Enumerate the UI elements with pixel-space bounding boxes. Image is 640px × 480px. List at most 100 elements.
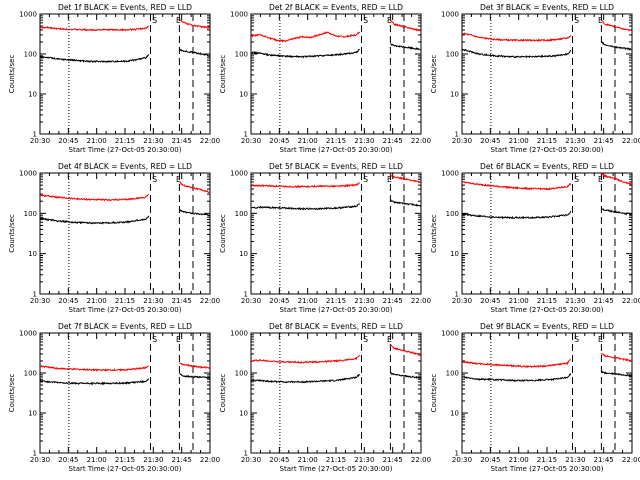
x-tick-label: 20:45 <box>480 456 500 464</box>
event-rate-line <box>390 199 422 208</box>
plot-frame <box>461 172 633 295</box>
panel-title: Det 9f BLACK = Events, RED = LLD <box>480 322 614 331</box>
x-tick-label: 22:00 <box>622 456 640 464</box>
y-tick-label: 1000 <box>19 170 37 178</box>
x-tick-label: 21:30 <box>143 137 163 145</box>
event-rate-line <box>601 370 633 378</box>
y-tick-label: 1 <box>455 291 459 299</box>
x-tick-label: 22:00 <box>622 297 640 305</box>
panel-title: Det 4f BLACK = Events, RED = LLD <box>58 162 192 171</box>
y-tick-label: 100 <box>24 210 37 218</box>
lld-rate-line <box>461 358 571 369</box>
y-axis-label: Counts/sec <box>430 214 438 253</box>
marker-label-s: S <box>152 335 157 344</box>
x-tick-label: 21:00 <box>298 137 318 145</box>
marker-label-e: E <box>598 16 603 25</box>
plot-frame <box>39 172 211 295</box>
lld-rate-line <box>179 181 211 194</box>
y-tick-label: 1 <box>33 450 37 458</box>
y-tick-label: 10 <box>450 410 459 418</box>
y-tick-label: 1000 <box>230 11 248 19</box>
y-axis-label: Counts/sec <box>8 374 16 413</box>
plot-frame <box>250 13 422 135</box>
x-tick-label: 20:30 <box>241 456 261 464</box>
detector-panel-9: Det 9f BLACK = Events, RED = LLD 1 10 100 10… <box>430 322 640 473</box>
marker-label-e: E <box>176 16 181 25</box>
x-tick-label: 21:45 <box>172 297 192 305</box>
x-tick-label: 21:45 <box>172 456 192 464</box>
lld-rate-line <box>600 19 633 32</box>
x-tick-label: 21:15 <box>115 456 135 464</box>
y-tick-label: 1 <box>244 450 248 458</box>
y-tick-label: 100 <box>446 51 459 59</box>
y-tick-label: 10 <box>450 91 459 99</box>
event-rate-line <box>179 372 211 379</box>
detector-panel-3: Det 3f BLACK = Events, RED = LLD 1 10 100 10… <box>430 3 640 154</box>
x-tick-label: 21:00 <box>509 297 529 305</box>
y-tick-label: 1 <box>244 131 248 139</box>
marker-label-s: S <box>363 16 368 25</box>
x-tick-label: 21:00 <box>298 456 318 464</box>
lld-rate-line <box>250 182 361 189</box>
y-tick-label: 10 <box>239 250 248 258</box>
x-tick-label: 20:45 <box>269 137 289 145</box>
y-tick-label: 1 <box>33 131 37 139</box>
x-tick-label: 22:00 <box>200 137 220 145</box>
lld-rate-line <box>179 362 211 370</box>
event-rate-line <box>179 208 211 217</box>
x-tick-label: 21:45 <box>594 297 614 305</box>
x-tick-label: 20:45 <box>269 456 289 464</box>
x-tick-label: 21:15 <box>115 297 135 305</box>
x-tick-label: 21:00 <box>87 137 107 145</box>
y-tick-label: 100 <box>24 370 37 378</box>
event-rate-line <box>39 378 149 386</box>
marker-label-s: S <box>152 16 157 25</box>
event-rate-line <box>461 210 572 220</box>
panel-title: Det 1f BLACK = Events, RED = LLD <box>58 3 192 12</box>
x-tick-label: 21:15 <box>115 137 135 145</box>
y-tick-label: 1000 <box>19 11 37 19</box>
plot-frame <box>250 172 422 295</box>
x-tick-label: 21:15 <box>326 297 346 305</box>
x-axis-label: Start Time (27-Oct-05 20:30:00) <box>280 306 393 314</box>
y-axis-label: Counts/sec <box>219 214 227 253</box>
y-tick-label: 1000 <box>441 11 459 19</box>
detector-panel-7: Det 7f BLACK = Events, RED = LLD 1 10 100 10… <box>8 322 220 473</box>
x-tick-label: 22:00 <box>411 456 431 464</box>
lld-rate-line <box>461 181 572 191</box>
x-tick-label: 21:15 <box>537 456 557 464</box>
x-tick-label: 21:15 <box>537 137 557 145</box>
x-axis-label: Start Time (27-Oct-05 20:30:00) <box>491 306 604 314</box>
plot-frame <box>39 332 211 454</box>
x-tick-label: 21:15 <box>326 137 346 145</box>
y-tick-label: 10 <box>28 410 37 418</box>
plot-frame <box>461 332 633 454</box>
event-rate-line <box>179 48 211 58</box>
panel-title: Det 6f BLACK = Events, RED = LLD <box>480 162 614 171</box>
x-tick-label: 21:45 <box>594 456 614 464</box>
y-tick-label: 100 <box>446 210 459 218</box>
x-tick-label: 20:30 <box>30 137 50 145</box>
x-tick-label: 20:45 <box>269 297 289 305</box>
detector-panel-5: Det 5f BLACK = Events, RED = LLD 1 10 100 10… <box>219 162 431 314</box>
lld-rate-line <box>390 174 422 184</box>
x-axis-label: Start Time (27-Oct-05 20:30:00) <box>69 306 182 314</box>
marker-label-s: S <box>574 175 579 184</box>
plot-frame <box>461 13 633 135</box>
event-rate-line <box>461 373 572 383</box>
x-tick-label: 22:00 <box>200 456 220 464</box>
marker-label-e: E <box>176 175 181 184</box>
y-tick-label: 10 <box>239 91 248 99</box>
lld-rate-line <box>390 19 422 32</box>
event-rate-line <box>250 373 361 384</box>
x-tick-label: 20:45 <box>58 137 78 145</box>
x-tick-label: 21:30 <box>565 456 585 464</box>
marker-label-s: S <box>574 335 579 344</box>
marker-label-e: E <box>387 175 392 184</box>
detector-panel-2: Det 2f BLACK = Events, RED = LLD 1 10 100 10… <box>219 3 431 154</box>
marker-label-s: S <box>574 16 579 25</box>
y-axis-label: Counts/sec <box>8 55 16 94</box>
x-tick-label: 21:45 <box>172 137 192 145</box>
lld-rate-line <box>179 19 211 29</box>
y-tick-label: 10 <box>450 250 459 258</box>
